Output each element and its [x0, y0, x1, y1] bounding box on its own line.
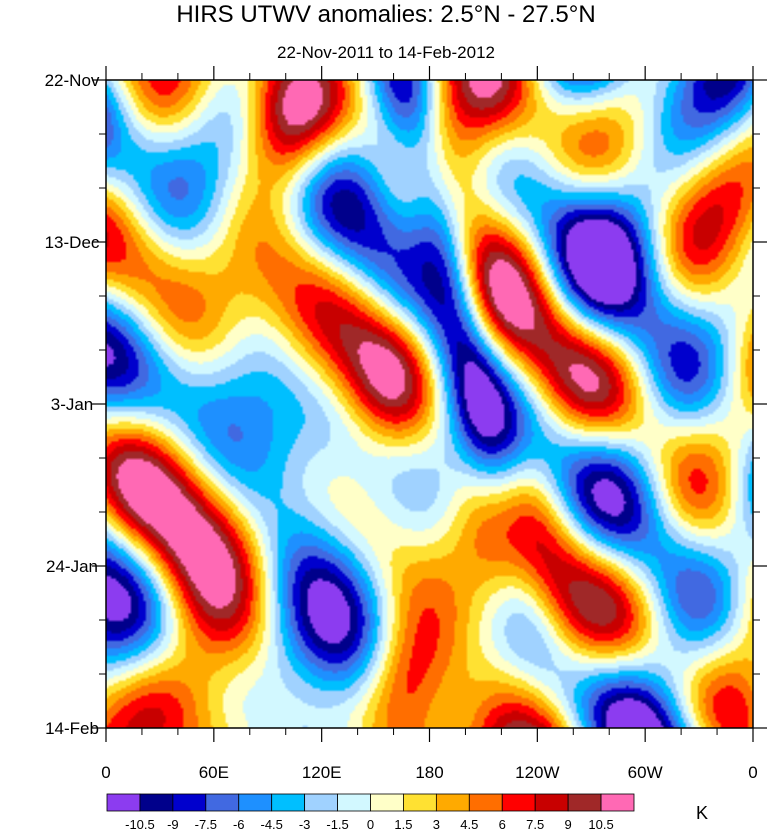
- x-tick-label: 60E: [199, 763, 229, 782]
- colorbar-swatch: [501, 793, 536, 812]
- x-tick-label: 180: [415, 763, 443, 782]
- x-tick-label: 0: [748, 763, 757, 782]
- colorbar-label: -9: [167, 817, 179, 830]
- colorbar-swatch: [600, 793, 635, 812]
- chart-title: HIRS UTWV anomalies: 2.5°N - 27.5°N: [176, 1, 595, 28]
- colorbar-swatch: [205, 793, 240, 812]
- x-tick-label: 120E: [302, 763, 342, 782]
- colorbar-label: 10.5: [588, 817, 613, 830]
- heatmap-plot-area: [105, 79, 754, 729]
- colorbar-label: -6: [233, 817, 245, 830]
- chart-subtitle: 22-Nov-2011 to 14-Feb-2012: [277, 43, 495, 62]
- colorbar-swatch: [435, 793, 470, 812]
- colorbar-swatch: [337, 793, 371, 812]
- colorbar-units: K: [696, 803, 708, 823]
- colorbar-label: 7.5: [526, 817, 544, 830]
- y-tick-label: 3-Jan: [51, 395, 94, 414]
- colorbar-swatch: [106, 793, 141, 812]
- colorbar-label: 3: [433, 817, 440, 830]
- y-tick-label: 14-Feb: [45, 719, 99, 738]
- y-tick-label: 22-Nov: [45, 71, 100, 90]
- colorbar-swatch: [534, 793, 569, 812]
- colorbar-swatch: [403, 793, 437, 812]
- colorbar-label: -4.5: [260, 817, 282, 830]
- colorbar-label: 1.5: [394, 817, 412, 830]
- colorbar-label: -3: [299, 817, 311, 830]
- colorbar-swatch: [238, 793, 273, 812]
- colorbar-swatch: [304, 793, 338, 812]
- colorbar-swatch: [567, 793, 602, 812]
- colorbar-swatch: [271, 793, 306, 812]
- colorbar: -10.5 -9 -7.5 -6 -4.5 -3 -1.5 0 1.5 3 4.5 6 7.5 9 10.5: [106, 793, 635, 830]
- y-axis: 22-Nov 13-Dec 3-Jan 24-Jan 14-Feb: [45, 71, 767, 738]
- colorbar-swatch: [172, 793, 207, 812]
- heatmap-field: [106, 80, 753, 728]
- colorbar-label: -1.5: [326, 817, 348, 830]
- colorbar-label: -10.5: [125, 817, 155, 830]
- y-tick-label: 24-Jan: [46, 557, 98, 576]
- colorbar-label: 6: [499, 817, 506, 830]
- colorbar-swatch: [139, 793, 174, 812]
- colorbar-label: 4.5: [460, 817, 478, 830]
- colorbar-label: 0: [367, 817, 374, 830]
- colorbar-label: 9: [565, 817, 572, 830]
- y-tick-label: 13-Dec: [45, 233, 100, 252]
- x-axis: 0 60E 120E 180 120W 60W 0: [101, 66, 758, 782]
- x-tick-label: 0: [101, 763, 110, 782]
- colorbar-swatch: [370, 793, 404, 812]
- colorbar-swatch: [468, 793, 503, 812]
- x-tick-label: 120W: [515, 763, 559, 782]
- x-tick-label: 60W: [628, 763, 663, 782]
- colorbar-label: -7.5: [195, 817, 217, 830]
